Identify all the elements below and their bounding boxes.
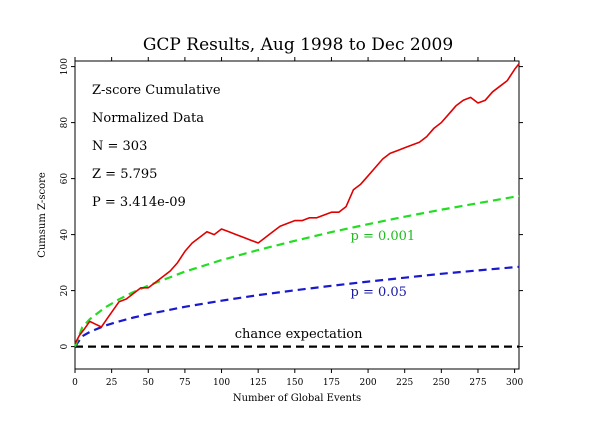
stats-line: Normalized Data: [92, 111, 204, 126]
x-axis-label: Number of Global Events: [233, 393, 361, 404]
plot-frame: [74, 60, 520, 370]
stats-box: Z-score Cumulative Normalized Data N = 303…: [92, 83, 221, 210]
y-tick-label: 100: [60, 58, 70, 75]
x-tick-label: 25: [106, 378, 118, 388]
series-lines: [73, 63, 520, 348]
annotation-label: p = 0.05: [350, 285, 406, 300]
series-line-observed: [74, 63, 520, 345]
x-tick-label: 225: [396, 378, 413, 388]
x-tick-label: 50: [143, 378, 155, 388]
chart-title: GCP Results, Aug 1998 to Dec 2009: [143, 35, 453, 55]
stats-line: P = 3.414e-09: [92, 195, 186, 210]
stats-line: N = 303: [92, 139, 147, 154]
x-tick-label: 300: [506, 378, 523, 388]
x-tick-label: 275: [469, 378, 486, 388]
x-tick-label: 100: [213, 378, 230, 388]
x-tick-label: 125: [250, 378, 267, 388]
y-tick-label: 0: [60, 343, 70, 349]
y-tick-label: 20: [60, 285, 70, 297]
series-line-p-0-001: [73, 194, 520, 347]
x-tick-label: 250: [433, 378, 450, 388]
annotations: p = 0.001 p = 0.05 chance expectation: [235, 229, 415, 342]
y-tick-label: 60: [60, 173, 70, 185]
axis-ticks: 0 25 50 75 100 125 150 175 200 225 250 275 300 0 20 40 6…: [60, 57, 523, 388]
stats-line: Z = 5.795: [92, 167, 157, 182]
y-tick-label: 40: [60, 229, 70, 241]
x-tick-label: 200: [359, 378, 376, 388]
y-tick-label: 80: [60, 117, 70, 129]
x-tick-label: 75: [179, 378, 191, 388]
series-line-p-0-05: [74, 265, 520, 348]
y-axis-label: Cumsum Z-score: [37, 172, 48, 258]
annotation-label: chance expectation: [235, 327, 363, 342]
annotation-label: p = 0.001: [350, 229, 415, 244]
stats-line: Z-score Cumulative: [92, 83, 221, 98]
x-tick-label: 175: [323, 378, 340, 388]
x-tick-label: 0: [72, 378, 78, 388]
x-tick-label: 150: [286, 378, 303, 388]
